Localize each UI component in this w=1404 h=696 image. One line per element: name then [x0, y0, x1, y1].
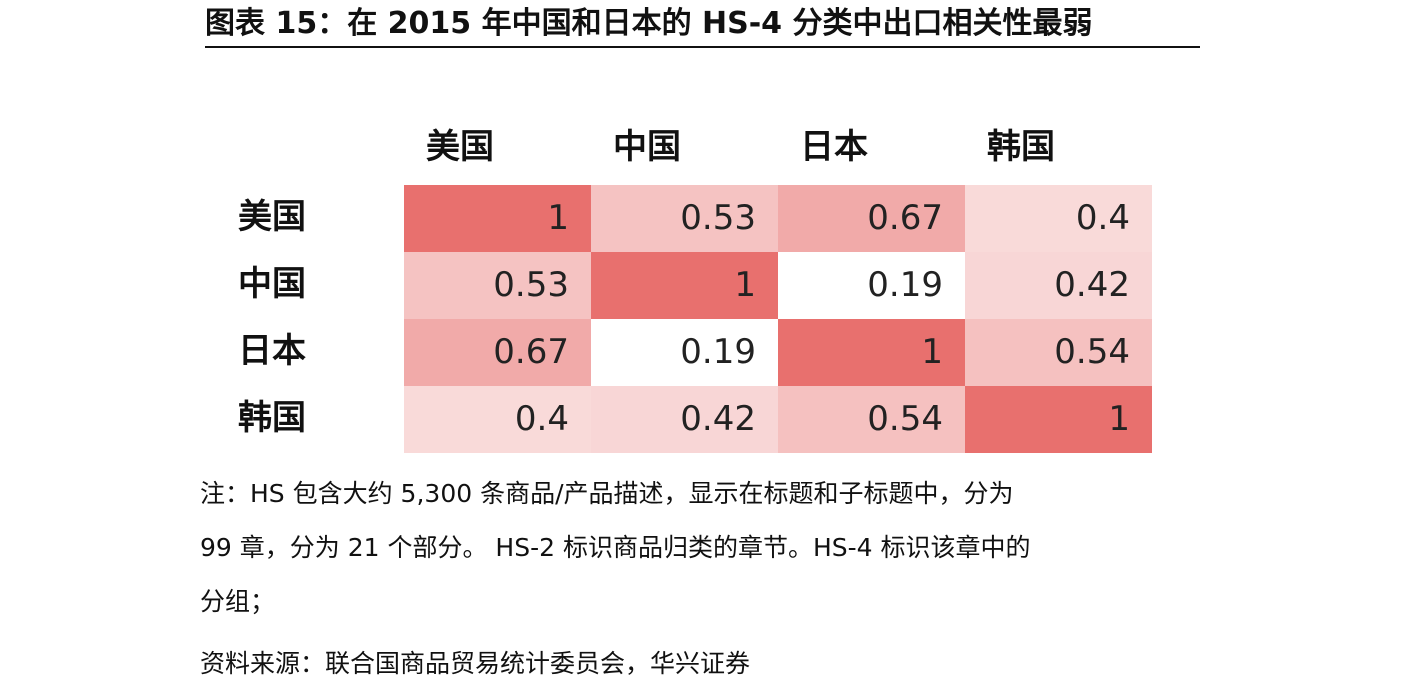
chart-title: 图表 15：在 2015 年中国和日本的 HS-4 分类中出口相关性最弱: [205, 4, 1200, 48]
row-label: 韩国: [238, 398, 306, 438]
heatmap-cell: 0.42: [591, 386, 778, 453]
heatmap-cell: 0.19: [778, 252, 965, 319]
heatmap-cell: 0.67: [778, 185, 965, 252]
heatmap-cell: 0.4: [404, 386, 591, 453]
column-label: 日本: [800, 127, 868, 167]
heatmap-cell: 1: [591, 252, 778, 319]
heatmap-cell: 0.54: [965, 319, 1152, 386]
heatmap-cell: 0.4: [965, 185, 1152, 252]
heatmap-cell: 0.53: [591, 185, 778, 252]
heatmap-cell: 1: [404, 185, 591, 252]
note-line-1: 注：HS 包含大约 5,300 条商品/产品描述，显示在标题和子标题中，分为: [200, 479, 1014, 508]
heatmap-cell: 0.54: [778, 386, 965, 453]
note-line-3: 分组；: [200, 587, 276, 616]
source-note: 资料来源：联合国商品贸易统计委员会，华兴证券: [200, 649, 751, 678]
row-label: 中国: [238, 264, 306, 304]
column-label: 美国: [426, 127, 494, 167]
heatmap-cell: 0.67: [404, 319, 591, 386]
column-label: 中国: [613, 127, 681, 167]
heatmap-cell: 0.53: [404, 252, 591, 319]
heatmap-cell: 0.42: [965, 252, 1152, 319]
heatmap-cell: 1: [778, 319, 965, 386]
note-line-2: 99 章，分为 21 个部分。 HS-2 标识商品归类的章节。HS-4 标识该章…: [200, 533, 1031, 562]
heatmap-cell: 0.19: [591, 319, 778, 386]
column-label: 韩国: [987, 127, 1055, 167]
row-label: 美国: [238, 197, 306, 237]
heatmap-cell: 1: [965, 386, 1152, 453]
row-label: 日本: [238, 331, 306, 371]
